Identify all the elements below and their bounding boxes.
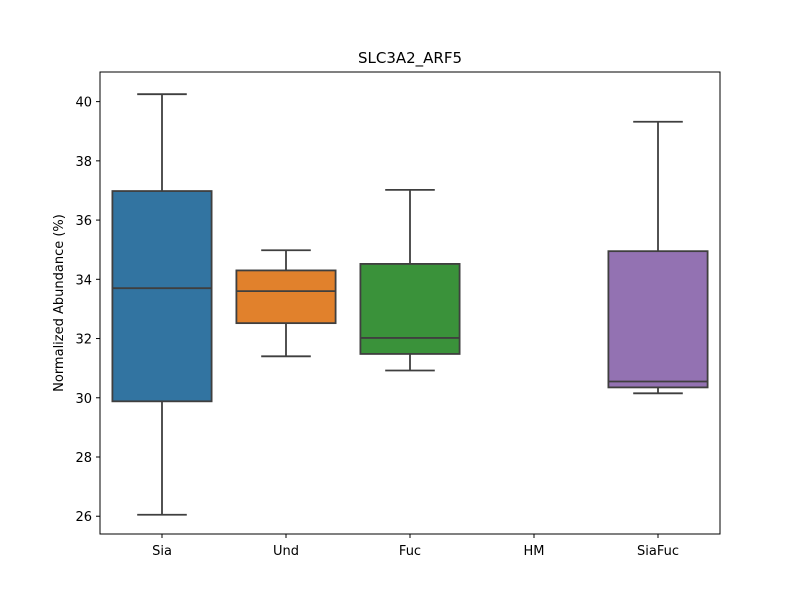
y-tick-label: 30 — [75, 392, 92, 407]
chart-title: SLC3A2_ARF5 — [358, 49, 462, 68]
y-tick-label: 36 — [75, 214, 92, 229]
x-tick-label: HM — [524, 544, 545, 559]
y-tick-label: 26 — [75, 510, 92, 525]
y-tick-label: 34 — [75, 273, 92, 288]
box-sia — [111, 190, 213, 403]
plot-area: 26 28 30 32 34 36 38 40 Sia Und Fuc HM SiaFuc — [75, 93, 709, 559]
x-tick-label: Und — [273, 544, 299, 559]
box-und — [235, 269, 337, 325]
y-tick-label: 38 — [75, 155, 92, 170]
x-tick-label: SiaFuc — [637, 544, 679, 559]
y-tick-label: 40 — [75, 96, 92, 111]
y-axis-label: Normalized Abundance (%) — [52, 214, 67, 392]
x-tick-label: Fuc — [399, 544, 421, 559]
plot-frame — [99, 71, 721, 535]
box-siafuc — [607, 250, 709, 389]
y-tick-label: 28 — [75, 451, 92, 466]
box-fuc — [359, 263, 461, 355]
y-tick-label: 32 — [75, 333, 92, 348]
x-tick-label: Sia — [152, 544, 172, 559]
